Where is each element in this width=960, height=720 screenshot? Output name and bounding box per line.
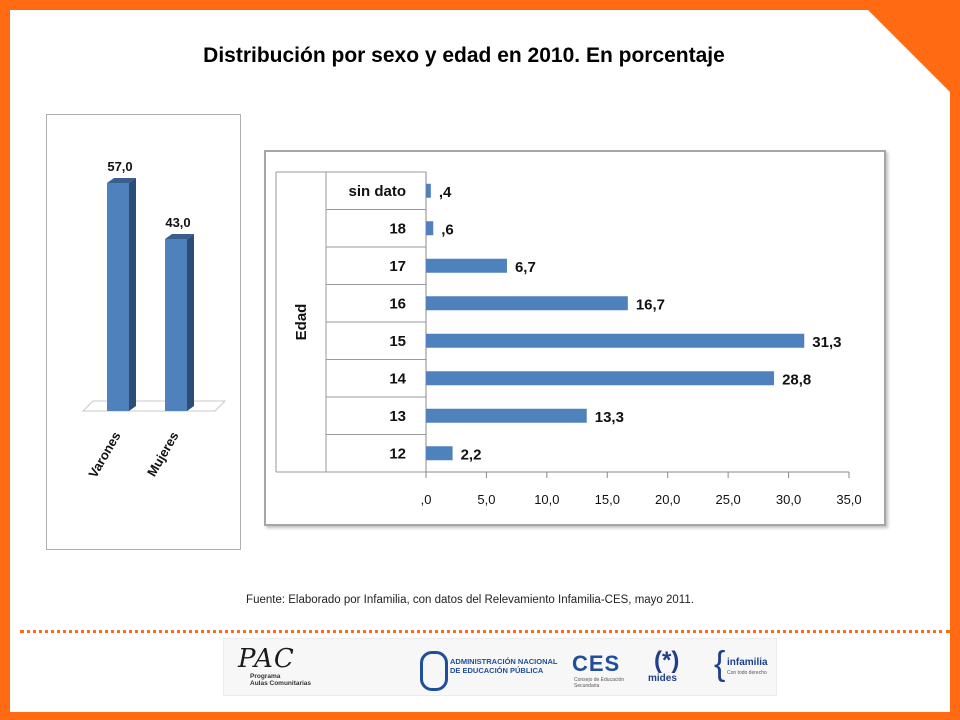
slide: Distribución por sexo y edad en 2010. En… — [10, 10, 950, 712]
anep-emblem-icon — [420, 651, 448, 691]
age-axis-title: Edad — [293, 304, 310, 341]
anep-logo: ADMINISTRACIÓN NACIONAL DE EDUCACIÓN PÚB… — [450, 657, 558, 675]
age-bar-1 — [426, 221, 434, 236]
age-category-label-1: 18 — [389, 220, 406, 237]
age-bar-label-1: ,6 — [441, 221, 454, 238]
mides-mark-icon: (*) — [654, 647, 680, 674]
ces-subtitle: Consejo de Educación Secundaria — [574, 677, 624, 689]
age-x-tick-label-6: 30,0 — [776, 492, 801, 507]
corner-decoration — [868, 10, 950, 92]
infamilia-logo: infamilia — [727, 657, 768, 668]
sex-bar-top-0 — [107, 178, 136, 183]
age-category-label-7: 12 — [389, 445, 406, 462]
age-bar-label-4: 31,3 — [812, 334, 841, 351]
pac-line2: Aulas Comunitarias — [250, 680, 312, 687]
age-bar-5 — [426, 371, 775, 386]
sex-bar-1 — [165, 239, 187, 411]
sex-bar-label-0: 57,0 — [107, 159, 132, 174]
age-bar-label-7: 2,2 — [461, 446, 482, 463]
age-x-tick-label-2: 10,0 — [534, 492, 559, 507]
source-note: Fuente: Elaborado por Infamilia, con dat… — [246, 594, 694, 606]
age-bar-label-0: ,4 — [439, 184, 452, 201]
sex-chart-floor — [81, 400, 227, 412]
age-chart-panel: Edad sin dato ,4 18 ,6 17 6,7 16 16,7 15 31,3 14 28,… — [264, 150, 886, 526]
age-category-label-4: 15 — [389, 333, 406, 350]
pac-logo: PAC — [238, 644, 295, 674]
age-bar-2 — [426, 258, 507, 273]
ces-line1: Consejo de Educación — [574, 677, 625, 683]
pac-subtitle: Programa Aulas Comunitarias — [250, 673, 311, 687]
age-x-tick-label-4: 20,0 — [655, 492, 680, 507]
age-category-label-0: sin dato — [348, 183, 406, 200]
sex-category-label-0: Varones — [85, 429, 123, 480]
sex-bar-0 — [107, 183, 129, 411]
ces-logo: CES — [572, 651, 621, 676]
age-bar-label-6: 13,3 — [595, 409, 624, 426]
age-category-label-5: 14 — [389, 370, 406, 387]
age-x-tick-label-7: 35,0 — [836, 492, 861, 507]
dotted-divider — [20, 630, 950, 633]
age-bar-6 — [426, 408, 587, 423]
infamilia-brace-icon: { — [714, 645, 726, 683]
age-bar-label-3: 16,7 — [636, 296, 665, 313]
age-x-tick-label-0: ,0 — [421, 492, 432, 507]
age-bar-7 — [426, 446, 453, 461]
age-bar-label-5: 28,8 — [782, 371, 811, 388]
age-bar-3 — [426, 296, 628, 311]
age-bar-4 — [426, 333, 805, 348]
logo-strip: PAC Programa Aulas Comunitarias ADMINIST… — [223, 638, 777, 696]
ces-line2: Secundaria — [574, 683, 600, 689]
age-category-label-6: 13 — [389, 408, 406, 425]
anep-line2: DE EDUCACIÓN PÚBLICA — [450, 666, 544, 675]
age-bar-0 — [426, 183, 431, 198]
sex-chart-panel: 57,0 Varones 43,0 Mujeres — [46, 114, 241, 550]
pac-line1: Programa — [250, 673, 281, 680]
infamilia-subtitle: Con todo derecho — [727, 670, 767, 676]
sex-category-label-1: Mujeres — [144, 429, 182, 479]
sex-bar-label-1: 43,0 — [165, 215, 190, 230]
age-x-tick-label-1: 5,0 — [477, 492, 495, 507]
age-category-label-3: 16 — [389, 295, 406, 312]
age-category-label-2: 17 — [389, 258, 406, 275]
sex-chart: 57,0 Varones 43,0 Mujeres — [81, 159, 227, 480]
age-x-tick-label-3: 15,0 — [595, 492, 620, 507]
page-title: Distribución por sexo y edad en 2010. En… — [203, 44, 725, 67]
anep-line1: ADMINISTRACIÓN NACIONAL — [450, 657, 558, 666]
age-x-tick-label-5: 25,0 — [715, 492, 740, 507]
mides-logo: mides — [648, 673, 677, 684]
age-bar-label-2: 6,7 — [515, 259, 536, 276]
sex-bar-side-0 — [129, 178, 136, 411]
sex-bar-top-1 — [165, 234, 194, 239]
age-chart: Edad sin dato ,4 18 ,6 17 6,7 16 16,7 15 31,3 14 28,… — [275, 171, 862, 507]
sex-bar-side-1 — [187, 234, 194, 411]
